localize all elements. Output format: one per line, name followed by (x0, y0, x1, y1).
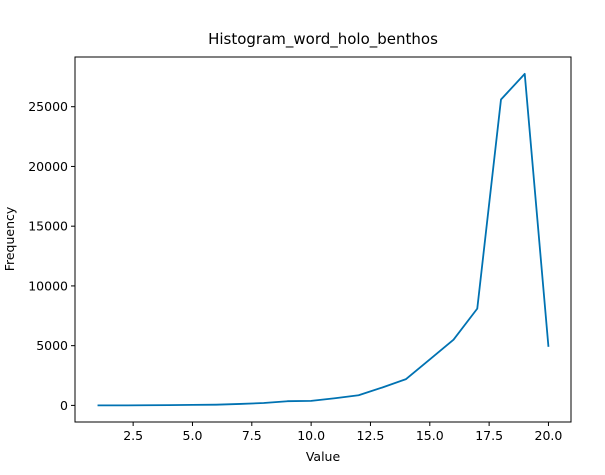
y-tick-label: 10000 (28, 278, 68, 293)
axes-frame (74, 56, 572, 423)
x-tick-label: 12.5 (357, 428, 385, 443)
x-tick-label: 10.0 (297, 428, 325, 443)
x-tick-label: 17.5 (475, 428, 503, 443)
x-axis-label: Value (306, 449, 341, 464)
plot-area (75, 57, 571, 422)
y-tick-label: 5000 (36, 338, 68, 353)
y-axis-label: Frequency (2, 206, 17, 271)
x-tick-label: 5.0 (183, 428, 203, 443)
x-tick-label: 20.0 (535, 428, 563, 443)
y-tick-label: 25000 (28, 99, 68, 114)
series-line (97, 72, 550, 407)
x-tick-label: 2.5 (123, 428, 143, 443)
x-tick-label: 15.0 (416, 428, 444, 443)
y-tick-label: 0 (60, 398, 68, 413)
chart-title: Histogram_word_holo_benthos (208, 30, 438, 49)
y-tick-label: 15000 (28, 219, 68, 234)
x-tick-label: 7.5 (242, 428, 262, 443)
y-tick-label: 20000 (28, 159, 68, 174)
